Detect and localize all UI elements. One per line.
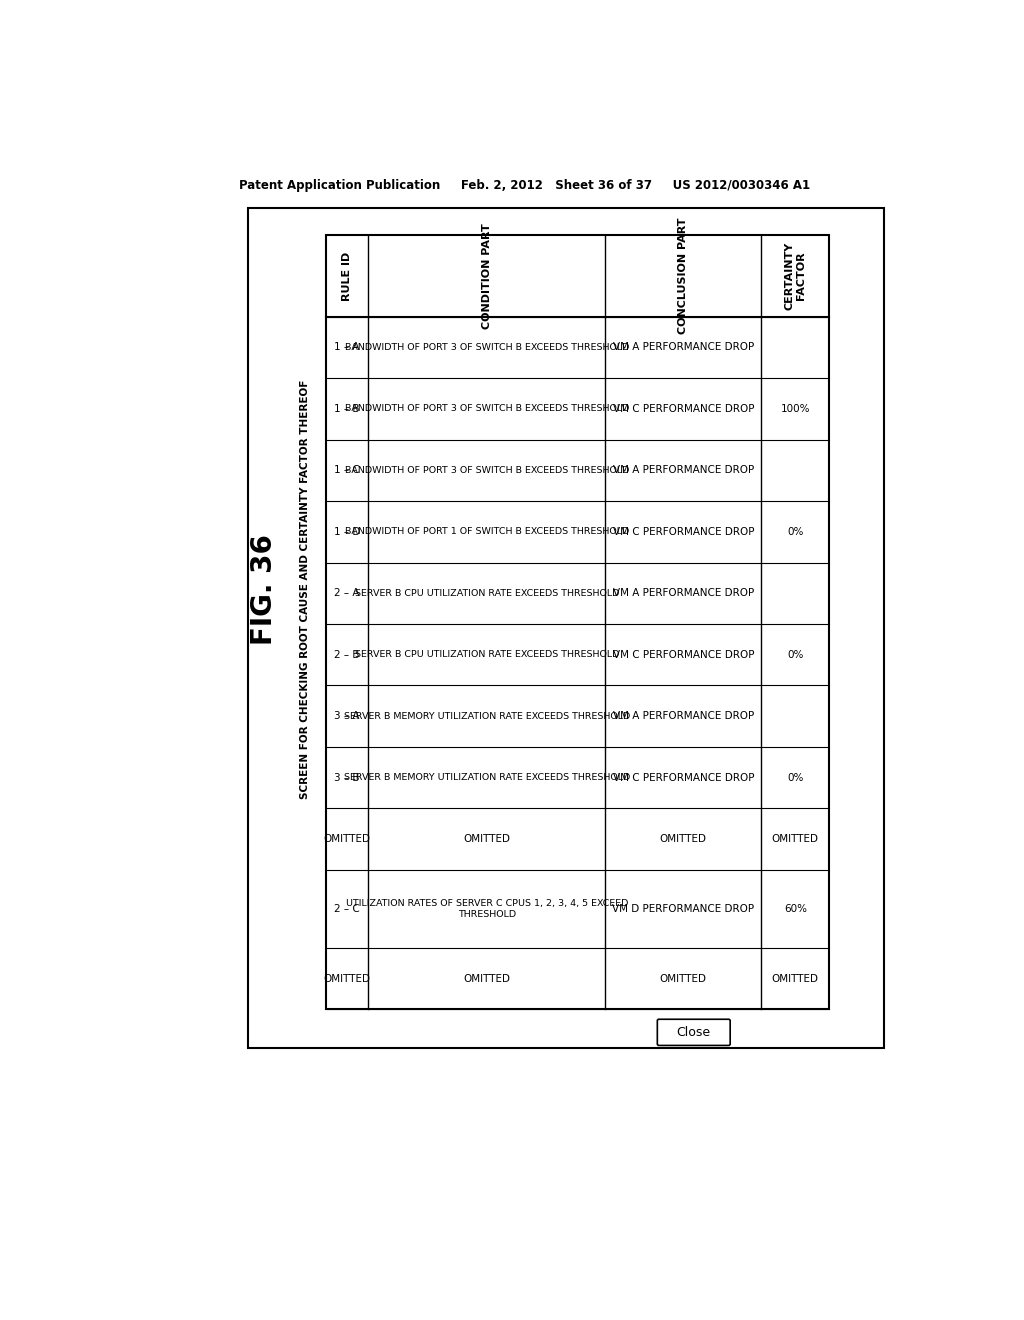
Text: VM C PERFORMANCE DROP: VM C PERFORMANCE DROP (612, 404, 754, 414)
Text: VM A PERFORMANCE DROP: VM A PERFORMANCE DROP (612, 589, 754, 598)
Text: VM D PERFORMANCE DROP: VM D PERFORMANCE DROP (612, 904, 755, 913)
Text: BANDWIDTH OF PORT 3 OF SWITCH B EXCEEDS THRESHOLD: BANDWIDTH OF PORT 3 OF SWITCH B EXCEEDS … (345, 404, 629, 413)
Text: 60%: 60% (783, 904, 807, 913)
Text: OMITTED: OMITTED (463, 974, 510, 983)
Text: RULE ID: RULE ID (342, 251, 352, 301)
Text: OMITTED: OMITTED (659, 974, 707, 983)
FancyBboxPatch shape (657, 1019, 730, 1045)
Text: OMITTED: OMITTED (772, 974, 819, 983)
Text: BANDWIDTH OF PORT 3 OF SWITCH B EXCEEDS THRESHOLD: BANDWIDTH OF PORT 3 OF SWITCH B EXCEEDS … (345, 343, 629, 352)
Text: OMITTED: OMITTED (772, 834, 819, 845)
Text: 2 – A: 2 – A (334, 589, 359, 598)
Text: Close: Close (677, 1026, 711, 1039)
Text: SERVER B CPU UTILIZATION RATE EXCEEDS THRESHOLD: SERVER B CPU UTILIZATION RATE EXCEEDS TH… (354, 589, 620, 598)
Text: SCREEN FOR CHECKING ROOT CAUSE AND CERTAINTY FACTOR THEREOF: SCREEN FOR CHECKING ROOT CAUSE AND CERTA… (300, 380, 309, 800)
Text: 0%: 0% (787, 772, 804, 783)
Text: SERVER B CPU UTILIZATION RATE EXCEEDS THRESHOLD: SERVER B CPU UTILIZATION RATE EXCEEDS TH… (354, 651, 620, 659)
Text: CONDITION PART: CONDITION PART (482, 223, 492, 329)
Text: 1 – B: 1 – B (334, 404, 359, 414)
Text: 0%: 0% (787, 527, 804, 537)
Text: BANDWIDTH OF PORT 3 OF SWITCH B EXCEEDS THRESHOLD: BANDWIDTH OF PORT 3 OF SWITCH B EXCEEDS … (345, 466, 629, 475)
Bar (248, 209, 884, 1048)
Text: 2 – C: 2 – C (334, 904, 359, 913)
Text: VM A PERFORMANCE DROP: VM A PERFORMANCE DROP (612, 711, 754, 721)
Text: VM C PERFORMANCE DROP: VM C PERFORMANCE DROP (612, 527, 754, 537)
Text: BANDWIDTH OF PORT 1 OF SWITCH B EXCEEDS THRESHOLD: BANDWIDTH OF PORT 1 OF SWITCH B EXCEEDS … (345, 527, 629, 536)
Text: 100%: 100% (780, 404, 810, 414)
Text: CERTAINTY
FACTOR: CERTAINTY FACTOR (784, 242, 806, 310)
Text: OMITTED: OMITTED (463, 834, 510, 845)
Text: SERVER B MEMORY UTILIZATION RATE EXCEEDS THRESHOLD: SERVER B MEMORY UTILIZATION RATE EXCEEDS… (344, 774, 630, 783)
Text: 1 – C: 1 – C (334, 466, 359, 475)
Text: UTILIZATION RATES OF SERVER C CPUS 1, 2, 3, 4, 5 EXCEED
THRESHOLD: UTILIZATION RATES OF SERVER C CPUS 1, 2,… (346, 899, 628, 919)
Text: FIG. 36: FIG. 36 (250, 535, 278, 645)
Text: 3 – A: 3 – A (334, 711, 359, 721)
Text: CONCLUSION PART: CONCLUSION PART (678, 218, 688, 334)
Text: OMITTED: OMITTED (324, 834, 371, 845)
Text: Patent Application Publication     Feb. 2, 2012   Sheet 36 of 37     US 2012/003: Patent Application Publication Feb. 2, 2… (240, 178, 810, 191)
Text: VM C PERFORMANCE DROP: VM C PERFORMANCE DROP (612, 772, 754, 783)
Text: OMITTED: OMITTED (324, 974, 371, 983)
Text: 1 – D: 1 – D (334, 527, 360, 537)
Text: VM C PERFORMANCE DROP: VM C PERFORMANCE DROP (612, 649, 754, 660)
Text: 0%: 0% (787, 649, 804, 660)
Text: VM A PERFORMANCE DROP: VM A PERFORMANCE DROP (612, 466, 754, 475)
Text: 1 – A: 1 – A (334, 342, 359, 352)
Text: 2 – B: 2 – B (334, 649, 359, 660)
Bar (326, 235, 829, 1010)
Text: SERVER B MEMORY UTILIZATION RATE EXCEEDS THRESHOLD: SERVER B MEMORY UTILIZATION RATE EXCEEDS… (344, 711, 630, 721)
Text: 3 – B: 3 – B (334, 772, 359, 783)
Text: VM A PERFORMANCE DROP: VM A PERFORMANCE DROP (612, 342, 754, 352)
Text: OMITTED: OMITTED (659, 834, 707, 845)
